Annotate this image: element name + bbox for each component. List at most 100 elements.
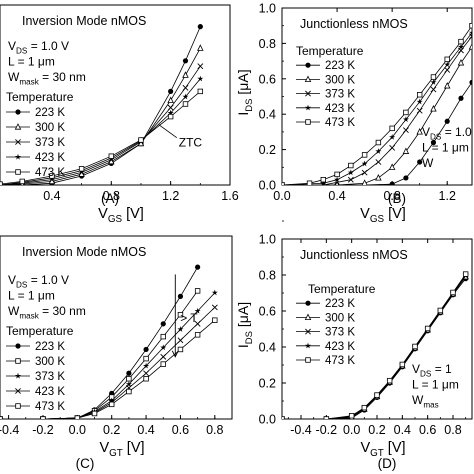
plot-area — [0, 24, 204, 185]
x-tick-label: 0.4 — [394, 423, 411, 437]
data-point — [403, 109, 409, 116]
legend-marker — [305, 357, 311, 363]
data-point — [182, 58, 189, 64]
x-axis-label: VGT [V] — [360, 440, 405, 459]
legend-marker — [14, 123, 22, 130]
x-tick-label: 0.6 — [172, 423, 189, 437]
data-point — [109, 401, 115, 408]
data-point — [182, 93, 189, 100]
data-point — [469, 22, 472, 29]
data-point — [361, 404, 368, 411]
x-tick-label: 0.8 — [444, 423, 461, 437]
plot-frame — [281, 7, 473, 186]
data-point — [468, 29, 472, 36]
legend-label: 223 K — [325, 60, 355, 72]
x-tick-label: 0.6 — [419, 423, 436, 437]
x-axis-label: VGS [V] — [98, 206, 144, 225]
legend-title: Temperature — [6, 324, 74, 338]
data-point — [430, 79, 437, 85]
data-point — [469, 79, 472, 85]
data-point — [399, 361, 406, 368]
legend-label: 423 K — [325, 103, 355, 115]
data-point — [108, 397, 115, 404]
series-line — [282, 36, 472, 185]
data-point — [160, 344, 167, 351]
legend-marker — [304, 75, 312, 82]
y-axis-label: IDS [μA] — [235, 69, 255, 115]
data-point — [143, 370, 149, 377]
data-point — [19, 178, 25, 185]
x-tick-label: 1.2 — [162, 189, 179, 203]
data-point — [375, 139, 382, 146]
data-point — [182, 71, 189, 78]
x-tick-label: 0.2 — [103, 423, 120, 437]
panel-title: Inversion Mode nMOS — [22, 14, 146, 28]
legend-marker — [15, 403, 21, 409]
legend-title: Temperature — [308, 282, 376, 296]
data-point — [195, 264, 201, 270]
x-tick-label: 0.4 — [137, 423, 154, 437]
annotation: L = 1 μm — [8, 55, 55, 69]
data-point — [416, 92, 423, 98]
ztc-label: ZTC — [179, 136, 203, 150]
data-point — [375, 174, 382, 181]
series-373k — [0, 289, 218, 419]
legend: Temperature 223 K 300 K 373 K 423 K 473 K — [296, 44, 364, 129]
data-point — [462, 271, 469, 277]
annotation: VDS = 1.0 V — [8, 273, 69, 289]
annotation: L = 1 μm — [412, 378, 459, 392]
legend-marker — [305, 90, 311, 97]
data-point — [430, 86, 437, 93]
plot-frame — [0, 235, 233, 420]
legend-label: 223 K — [35, 107, 65, 119]
data-point — [177, 346, 184, 353]
data-point — [375, 148, 382, 154]
panel-b: 0.0 0.4 0.8 1.2 0.0 0.2 0.4 0.6 0.8 1.0 VGS [V] IDS… — [235, 2, 474, 226]
arrow-label: > T — [180, 311, 198, 325]
data-point — [361, 160, 368, 167]
x-tick-label: -0.4 — [0, 423, 19, 437]
panel-d: -0.4 -0.2 0.0 0.2 0.4 0.6 0.8 0.0 0.2 0.4 0.6 0.8 1.… — [235, 220, 473, 471]
x-tick-label: 0.8 — [383, 189, 400, 203]
x-axis-label: VGT [V] — [99, 440, 144, 459]
annotation: VDS = 1.0 V — [8, 39, 69, 55]
annotation: W — [422, 156, 434, 170]
data-point — [177, 326, 184, 332]
y-tick-label: 0.0 — [259, 179, 276, 193]
x-tick-label: 0.0 — [69, 423, 86, 437]
series-line — [0, 91, 201, 185]
data-point — [323, 416, 330, 419]
annotation: VDS = 1.0 V — [422, 125, 474, 141]
legend-label: 223 K — [325, 298, 355, 310]
legend-label: 373 K — [35, 137, 65, 149]
data-point — [126, 376, 132, 382]
y-tick-label: 0.6 — [259, 305, 276, 319]
legend-marker — [15, 109, 21, 115]
series-473k — [282, 271, 469, 419]
legend-label: 300 K — [35, 122, 65, 134]
panel-caption: (A) — [101, 191, 119, 206]
x-tick-label: -0.2 — [316, 423, 338, 437]
panel-caption: (B) — [388, 191, 406, 206]
y-tick-label: 0.6 — [259, 72, 276, 86]
legend-marker — [304, 104, 312, 111]
data-point — [412, 343, 418, 350]
series-473k — [0, 317, 218, 419]
legend: Temperature 223 K 300 K 373 K 423 K 473 K — [6, 324, 74, 413]
legend-label: 300 K — [325, 74, 355, 86]
annotation: Wmas — [412, 393, 439, 409]
legend-title: Temperature — [6, 90, 74, 104]
data-point — [143, 355, 149, 362]
data-point — [177, 337, 184, 344]
data-point — [282, 416, 285, 419]
annotation: Wmask = 30 nm — [8, 70, 86, 86]
panel-c: -0.4 -0.2 0.0 0.2 0.4 0.6 0.8 VGT [V] (C) Inversi… — [0, 235, 233, 471]
data-point — [168, 88, 174, 94]
data-point — [40, 416, 46, 419]
data-point — [402, 116, 409, 123]
y-tick-label: 1.0 — [259, 233, 276, 247]
legend-marker — [15, 169, 21, 175]
data-point — [468, 43, 472, 50]
series-423k — [282, 29, 472, 185]
